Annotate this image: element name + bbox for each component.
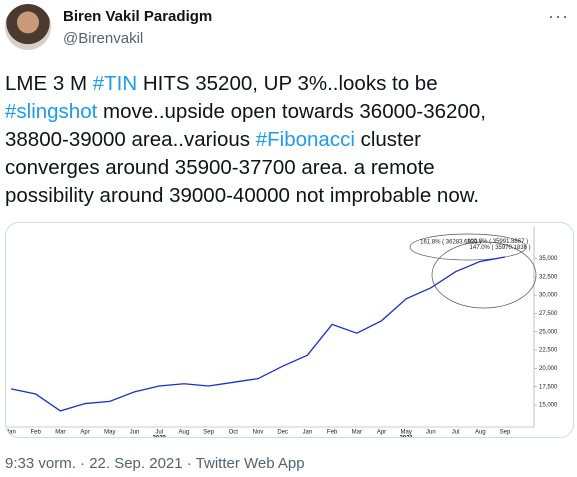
tweet-footer[interactable]: 9:33 vorm. · 22. Sep. 2021 · Twitter Web… bbox=[5, 455, 305, 472]
x-tick-label: Aug bbox=[475, 430, 486, 436]
x-tick-label: Apr bbox=[80, 430, 89, 436]
fib-label: 161.8% ( 36283.6923 ) bbox=[420, 240, 481, 246]
x-tick-label: Feb bbox=[327, 430, 338, 436]
chart-bg bbox=[6, 223, 573, 437]
fib-label: 100.0% ( 35991.8867 ) bbox=[467, 239, 528, 245]
x-tick-label: Jan bbox=[6, 430, 16, 436]
price-line bbox=[10, 256, 506, 412]
y-tick-label: 25,000 bbox=[539, 329, 558, 335]
highlight-ellipse bbox=[409, 233, 527, 261]
x-tick-label: Mar bbox=[55, 430, 65, 436]
tweet-line: #slingshot move..upside open towards 360… bbox=[5, 98, 486, 126]
text-segment: 38800-39000 area..various bbox=[5, 128, 256, 151]
x-tick-label: Aug bbox=[179, 430, 190, 436]
x-tick-label: Feb bbox=[31, 430, 42, 436]
x-tick-label: May bbox=[104, 430, 115, 436]
y-tick-label: 22,500 bbox=[539, 348, 558, 354]
avatar[interactable] bbox=[5, 4, 51, 50]
hashtag[interactable]: #slingshot bbox=[5, 100, 98, 123]
tweet-line: converges around 35900-37700 area. a rem… bbox=[5, 154, 486, 182]
display-name[interactable]: Biren Vakil Paradigm bbox=[63, 8, 213, 25]
year-label: 2020 bbox=[153, 436, 167, 437]
x-tick-label: Sep bbox=[500, 430, 511, 436]
y-tick-label: 17,500 bbox=[539, 384, 558, 390]
x-tick-label: Oct bbox=[229, 430, 239, 436]
more-button[interactable]: ··· bbox=[548, 6, 569, 26]
highlight-ellipse bbox=[431, 241, 537, 309]
y-tick-label: 32,500 bbox=[539, 274, 558, 280]
y-tick-label: 20,000 bbox=[539, 366, 558, 372]
text-segment: cluster bbox=[354, 128, 421, 151]
x-tick-label: Apr bbox=[377, 430, 386, 436]
text-segment: move..upside open towards 36000-36200, bbox=[97, 100, 486, 123]
tweet-line: LME 3 M #TIN HITS 35200, UP 3%..looks to… bbox=[5, 70, 486, 98]
chart: 15,000 17,500 20,000 22,500 25,000 27,500 30,0… bbox=[6, 223, 573, 437]
y-tick-label: 35,000 bbox=[539, 256, 558, 262]
x-tick-label: Jun bbox=[426, 430, 436, 436]
y-tick-label: 15,000 bbox=[539, 403, 558, 409]
hashtag[interactable]: #Fibonacci bbox=[255, 128, 355, 151]
x-tick-label: Nov bbox=[253, 430, 264, 436]
handle[interactable]: @Birenvakil bbox=[63, 30, 144, 47]
x-tick-label: Sep bbox=[203, 430, 214, 436]
x-tick-label: Dec bbox=[277, 430, 288, 436]
text-segment: possibility around 39000-40000 not impro… bbox=[5, 184, 480, 207]
x-tick-label: Jan bbox=[303, 430, 313, 436]
text-segment: LME 3 M bbox=[5, 72, 93, 95]
text-segment: HITS 35200, UP 3%..looks to be bbox=[137, 72, 438, 95]
text-segment: converges around 35900-37700 area. a rem… bbox=[5, 156, 435, 179]
year-label: 2021 bbox=[400, 436, 414, 437]
tweet-line: 38800-39000 area..various #Fibonacci clu… bbox=[5, 126, 486, 154]
tweet-text: LME 3 M #TIN HITS 35200, UP 3%..looks to… bbox=[5, 70, 486, 210]
x-tick-label: May bbox=[401, 430, 412, 436]
x-tick-label: Jul bbox=[452, 430, 460, 436]
x-tick-label: Jun bbox=[130, 430, 140, 436]
tweet-line: possibility around 39000-40000 not impro… bbox=[5, 182, 486, 210]
hashtag[interactable]: #TIN bbox=[92, 72, 138, 95]
x-tick-label: Jul bbox=[155, 430, 163, 436]
tweet-media[interactable]: 15,000 17,500 20,000 22,500 25,000 27,500 30,0… bbox=[5, 222, 574, 438]
y-tick-label: 30,000 bbox=[539, 293, 558, 299]
x-tick-label: Mar bbox=[352, 430, 362, 436]
fib-label: 147.0% ( 35970.1836 ) bbox=[470, 245, 531, 251]
y-tick-label: 27,500 bbox=[539, 311, 558, 317]
